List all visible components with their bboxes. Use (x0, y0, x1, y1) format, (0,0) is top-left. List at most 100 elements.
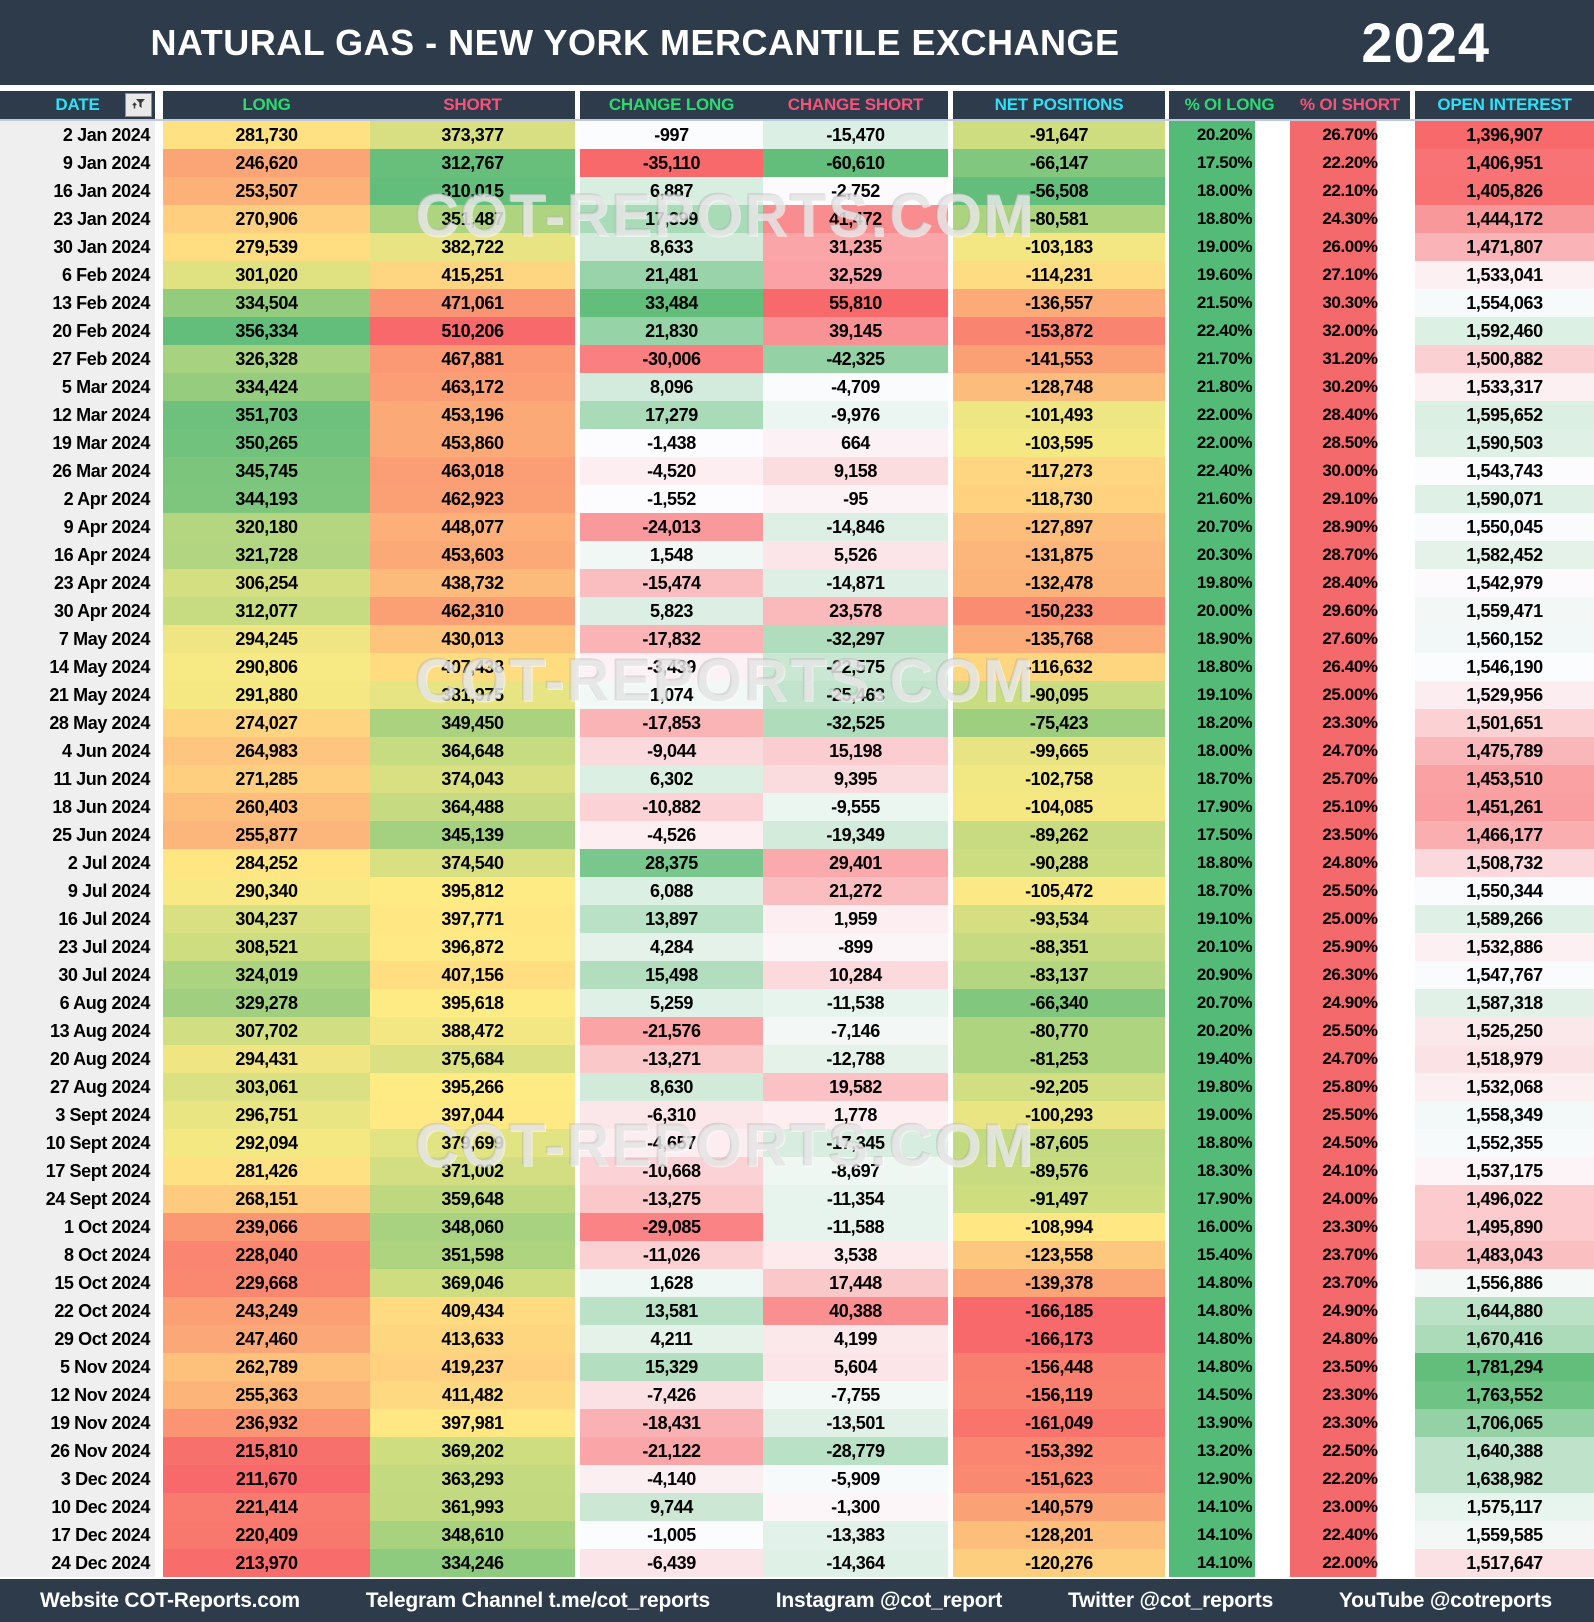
cell-date: 10 Dec 2024 (0, 1493, 155, 1521)
column-gap (1165, 429, 1169, 457)
column-gap (1410, 317, 1415, 345)
cell-short: 374,043 (370, 765, 575, 793)
column-gap (1410, 569, 1415, 597)
column-header-open-interest[interactable]: OPEN INTEREST (1415, 91, 1594, 119)
cell-oi_long: 19.00% (1169, 1101, 1290, 1129)
column-gap (1410, 625, 1415, 653)
table-row: 19 Mar 2024 350,265 453,860 -1,438 664 -103,5… (0, 429, 1594, 457)
column-gap (1165, 1409, 1169, 1437)
column-gap (1165, 681, 1169, 709)
cell-oi_long: 20.20% (1169, 1017, 1290, 1045)
cell-net: -100,293 (953, 1101, 1165, 1129)
column-gap (948, 625, 953, 653)
column-gap (575, 317, 580, 345)
column-gap (1165, 485, 1169, 513)
column-header-oi-short[interactable]: % OI SHORT (1290, 91, 1410, 119)
cell-date: 9 Apr 2024 (0, 513, 155, 541)
cell-long: 264,983 (163, 737, 370, 765)
footer-website-link[interactable]: Website COT-Reports.com (40, 1588, 300, 1612)
column-gap (575, 849, 580, 877)
cell-long: 344,193 (163, 485, 370, 513)
column-gap (1165, 373, 1169, 401)
table-row: 26 Nov 2024 215,810 369,202 -21,122 -28,779-… (0, 1437, 1594, 1465)
column-gap (1165, 205, 1169, 233)
column-header-change-long[interactable]: CHANGE LONG (580, 91, 763, 119)
cell-change_long: 17,399 (580, 205, 763, 233)
cell-oi_short: 23.30% (1290, 1213, 1410, 1241)
cell-net: -104,085 (953, 793, 1165, 821)
cell-short: 448,077 (370, 513, 575, 541)
footer-youtube-link[interactable]: YouTube @cotreports (1338, 1588, 1552, 1612)
cell-change_short: 55,810 (763, 289, 948, 317)
cell-change_long: 28,375 (580, 849, 763, 877)
cell-net: -166,173 (953, 1325, 1165, 1353)
cell-date: 13 Feb 2024 (0, 289, 155, 317)
cell-change_long: -9,044 (580, 737, 763, 765)
cell-long: 345,745 (163, 457, 370, 485)
cell-change_long: -10,668 (580, 1157, 763, 1185)
cell-oi_short: 28.40% (1290, 401, 1410, 429)
cell-short: 382,722 (370, 233, 575, 261)
cell-long: 290,806 (163, 653, 370, 681)
cell-net: -166,185 (953, 1297, 1165, 1325)
column-gap (575, 877, 580, 905)
column-gap (1165, 653, 1169, 681)
cell-open_interest: 1,501,651 (1415, 709, 1594, 737)
column-gap (155, 149, 163, 177)
cell-oi_short: 25.50% (1290, 1017, 1410, 1045)
filter-icon[interactable] (125, 93, 152, 117)
column-gap (155, 933, 163, 961)
cell-change_long: -18,431 (580, 1409, 763, 1437)
column-header-oi-long[interactable]: % OI LONG (1169, 91, 1290, 119)
column-header-change-short[interactable]: CHANGE SHORT (763, 91, 948, 119)
cell-change_long: 13,897 (580, 905, 763, 933)
column-gap (948, 653, 953, 681)
table-row: 22 Oct 2024 243,249 409,434 13,581 40,388 -16… (0, 1297, 1594, 1325)
cell-long: 306,254 (163, 569, 370, 597)
cell-date: 14 May 2024 (0, 653, 155, 681)
column-header-long[interactable]: LONG (163, 91, 370, 119)
column-header-net-positions[interactable]: NET POSITIONS (953, 91, 1165, 119)
column-gap (575, 653, 580, 681)
column-gap (948, 793, 953, 821)
table-row: 9 Jan 2024 246,620 312,767 -35,110 -60,610 -6… (0, 149, 1594, 177)
cell-short: 369,202 (370, 1437, 575, 1465)
cell-oi_long: 20.70% (1169, 513, 1290, 541)
column-gap (1165, 1381, 1169, 1409)
cell-change_short: -19,349 (763, 821, 948, 849)
cell-date: 3 Sept 2024 (0, 1101, 155, 1129)
column-gap (575, 1465, 580, 1493)
column-header-short[interactable]: SHORT (370, 91, 575, 119)
column-gap (575, 401, 580, 429)
column-header-date[interactable]: DATE (0, 91, 155, 119)
column-gap (1410, 233, 1415, 261)
column-gap (948, 317, 953, 345)
cell-oi_long: 14.80% (1169, 1297, 1290, 1325)
footer-telegram-link[interactable]: Telegram Channel t.me/cot_reports (365, 1588, 710, 1612)
cell-long: 220,409 (163, 1521, 370, 1549)
table-row: 13 Feb 2024 334,504 471,061 33,484 55,810 -13… (0, 289, 1594, 317)
table-row: 23 Apr 2024 306,254 438,732 -15,474 -14,871-… (0, 569, 1594, 597)
cell-change_short: 21,272 (763, 877, 948, 905)
cell-oi_long: 22.40% (1169, 317, 1290, 345)
column-gap (1410, 1521, 1415, 1549)
footer-twitter-link[interactable]: Twitter @cot_reports (1067, 1588, 1274, 1612)
cell-net: -88,351 (953, 933, 1165, 961)
table-row: 2 Jan 2024 281,730 373,377 -997 -15,470 -91,6… (0, 121, 1594, 149)
cell-change_long: 1,628 (580, 1269, 763, 1297)
column-gap (1410, 905, 1415, 933)
cell-net: -153,872 (953, 317, 1165, 345)
cell-change_short: -1,300 (763, 1493, 948, 1521)
cell-long: 279,539 (163, 233, 370, 261)
cell-open_interest: 1,558,349 (1415, 1101, 1594, 1129)
cell-net: -123,558 (953, 1241, 1165, 1269)
cell-change_short: -7,755 (763, 1381, 948, 1409)
cell-open_interest: 1,763,552 (1415, 1381, 1594, 1409)
cell-net: -156,448 (953, 1353, 1165, 1381)
table-row: 28 May 2024 274,027 349,450 -17,853 -32,525-… (0, 709, 1594, 737)
footer-instagram-link[interactable]: Instagram @cot_report (775, 1588, 1003, 1612)
column-gap (948, 1353, 953, 1381)
column-gap (1165, 289, 1169, 317)
cell-net: -56,508 (953, 177, 1165, 205)
cell-open_interest: 1,537,175 (1415, 1157, 1594, 1185)
